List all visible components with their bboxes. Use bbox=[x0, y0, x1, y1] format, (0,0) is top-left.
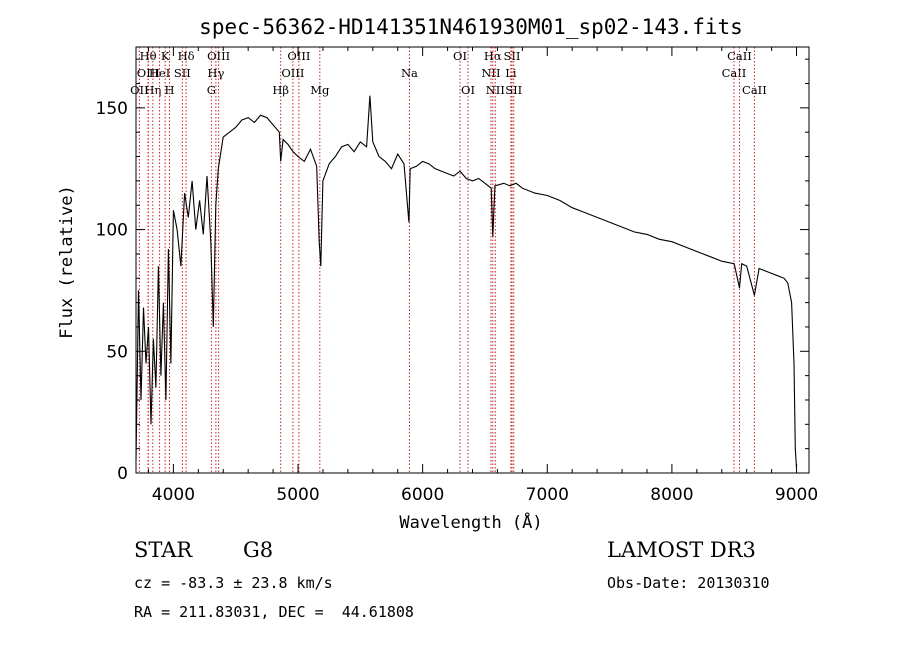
y-tick-label: 0 bbox=[117, 464, 128, 484]
spectral-line-label: Hθ bbox=[140, 49, 157, 63]
chart-title: spec-56362-HD141351N461930M01_sp02-143.f… bbox=[199, 15, 743, 39]
spectral-line-label: NII bbox=[481, 66, 500, 80]
object-class: STAR bbox=[134, 538, 193, 562]
spectral-line-label: Hα bbox=[484, 49, 502, 63]
spectral-line-label: SII bbox=[505, 83, 522, 97]
observation-date: Obs-Date: 20130310 bbox=[607, 574, 770, 592]
spectral-line-label: H bbox=[165, 83, 175, 97]
coordinates-readout: RA = 211.83031, DEC = 44.61808 bbox=[134, 603, 414, 621]
spectrum-series-line bbox=[135, 95, 798, 469]
spectral-line-markers: OII Hθ OIII Hη HeI K H SII Hδ G Hγ OIII Hβ OIII OIII Mg… bbox=[130, 47, 767, 473]
spectral-line-label: CaII bbox=[722, 66, 747, 80]
spectral-line-label: Mg bbox=[310, 83, 330, 97]
spectral-line-label: Hδ bbox=[178, 49, 195, 63]
x-tick-label: 7000 bbox=[526, 485, 569, 505]
spectral-line-label: OIII bbox=[137, 66, 160, 80]
spectral-line-label: OI bbox=[461, 83, 475, 97]
axis-ticks: 4000 5000 6000 7000 8000 9000 0 50 100 150 bbox=[96, 47, 818, 505]
x-tick-label: 5000 bbox=[276, 485, 319, 505]
spectral-line-label: Hγ bbox=[207, 66, 224, 80]
survey-name: LAMOST DR3 bbox=[607, 538, 756, 562]
spectral-line-label: CaII bbox=[742, 83, 767, 97]
redshift-readout: cz = -83.3 ± 23.8 km/s bbox=[134, 574, 333, 592]
spectral-line-label: OIII bbox=[287, 49, 310, 63]
spectral-line-label: G bbox=[207, 83, 216, 97]
spectral-line-label: Na bbox=[401, 66, 418, 80]
plot-frame bbox=[135, 46, 810, 474]
spectral-line-label: SII bbox=[504, 49, 521, 63]
x-tick-label: 8000 bbox=[650, 485, 693, 505]
y-tick-label: 50 bbox=[106, 342, 128, 362]
y-tick-label: 150 bbox=[96, 99, 128, 119]
spectral-line-label: OIII bbox=[207, 49, 230, 63]
y-tick-label: 100 bbox=[96, 221, 128, 241]
spectral-line-label: Hβ bbox=[272, 83, 289, 97]
x-tick-label: 4000 bbox=[152, 485, 195, 505]
x-tick-label: 9000 bbox=[775, 485, 818, 505]
spectral-line-label: SII bbox=[174, 66, 191, 80]
spectral-line-label: OII bbox=[130, 83, 149, 97]
spectral-line-label: OIII bbox=[281, 66, 304, 80]
x-axis-label: Wavelength (Å) bbox=[399, 511, 542, 533]
spectral-line-label: K bbox=[161, 49, 170, 63]
spectral-line-label: Hη bbox=[144, 83, 161, 97]
spectral-line-label: CaII bbox=[727, 49, 752, 63]
y-axis-label: Flux (relative) bbox=[57, 185, 77, 339]
spectral-line-label: OI bbox=[453, 49, 467, 63]
spectral-line-label: HeI bbox=[149, 66, 170, 80]
spectral-line-label: NII bbox=[486, 83, 505, 97]
x-tick-label: 6000 bbox=[401, 485, 444, 505]
spectral-line-label: Li bbox=[505, 66, 517, 80]
spectral-subclass: G8 bbox=[243, 538, 274, 562]
